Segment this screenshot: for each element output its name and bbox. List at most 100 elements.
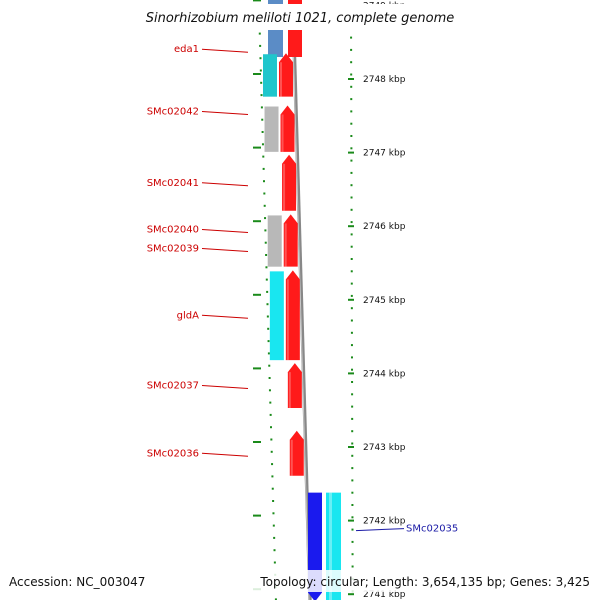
axis-tick-label: 2741 kbp [363, 590, 406, 600]
minor-tick [274, 598, 277, 600]
gene-label-glda[interactable]: gldA [177, 310, 199, 321]
label-leader [201, 48, 249, 53]
minor-tick [270, 426, 273, 429]
minor-tick [271, 463, 274, 466]
map-title: Sinorhizobium meliloti 1021, complete ge… [146, 11, 455, 26]
minor-tick [272, 500, 275, 502]
minor-tick [351, 491, 354, 494]
minor-tick [350, 233, 353, 236]
minor-tick [259, 44, 262, 47]
minor-tick [351, 479, 354, 482]
minor-tick [350, 73, 353, 76]
minor-tick [259, 69, 262, 72]
minor-tick [350, 110, 353, 113]
minor-tick [259, 57, 262, 60]
minor-tick [267, 352, 270, 355]
minor-tick [350, 282, 353, 285]
gene-label-smc02037[interactable]: SMc02037 [147, 381, 199, 392]
minor-tick [268, 377, 271, 379]
minor-tick [351, 565, 354, 568]
minor-tick [350, 331, 353, 334]
gene-labels: eda1 SMc02042 SMc02041 SMc02040 SMc02039 gldA… [147, 44, 459, 534]
minor-tick [351, 430, 354, 433]
minor-tick [265, 266, 268, 269]
label-leader [201, 248, 249, 253]
minor-tick [271, 475, 274, 478]
minor-tick [350, 98, 353, 101]
minor-tick [351, 540, 354, 543]
cds-arrow [282, 154, 297, 211]
minor-tick [266, 303, 269, 306]
gene-label-smc02036[interactable]: SMc02036 [147, 448, 199, 459]
label-leader [201, 385, 249, 390]
minor-tick [351, 528, 354, 531]
minor-tick [273, 549, 276, 552]
label-leader [355, 528, 405, 532]
minor-tick [351, 417, 354, 420]
companion-shade [329, 492, 332, 600]
genome-backbone [291, 0, 312, 600]
cds-arrow [280, 105, 295, 152]
minor-tick [350, 36, 353, 39]
minor-tick [264, 229, 267, 232]
minor-tick [350, 221, 353, 224]
cds-arrow [283, 214, 298, 267]
minor-tick [351, 405, 354, 408]
minor-tick [351, 454, 354, 457]
title-backdrop [130, 4, 470, 30]
minor-tick [270, 438, 273, 441]
minor-tick [269, 413, 272, 416]
minor-tick [260, 81, 263, 84]
gene-label-smc02039[interactable]: SMc02039 [147, 244, 199, 255]
cds-arrow [278, 53, 293, 97]
minor-tick [350, 85, 353, 88]
axis-tick-label: 2747 kbp [363, 149, 406, 159]
label-leader [201, 229, 249, 234]
minor-tick [351, 516, 354, 519]
minor-tick [350, 258, 353, 260]
cds-arrow [287, 363, 302, 408]
minor-tick [261, 131, 264, 133]
companion-feature [267, 215, 282, 267]
gene-label-smc02042[interactable]: SMc02042 [147, 106, 199, 117]
label-leader [201, 110, 249, 115]
minor-tick [350, 147, 353, 150]
minor-tick [350, 245, 353, 248]
minor-tick [350, 135, 353, 137]
minor-tick [262, 180, 265, 183]
minor-ticks [258, 8, 354, 600]
minor-tick [258, 32, 261, 35]
minor-tick [262, 155, 265, 158]
backbone-line [291, 0, 312, 600]
minor-tick [350, 61, 353, 64]
axis-tick-label: 2746 kbp [363, 222, 406, 232]
axis-tick-label: 2748 kbp [363, 75, 406, 85]
label-leader [201, 182, 249, 187]
backbone-highlight [291, 0, 310, 600]
axis-tick-label: 2745 kbp [363, 296, 406, 306]
gene-label-smc02035[interactable]: SMc02035 [406, 524, 458, 535]
minor-tick [270, 450, 273, 453]
minor-tick [264, 241, 267, 244]
minor-tick [350, 196, 353, 199]
minor-tick [350, 171, 353, 174]
gene-label-smc02040[interactable]: SMc02040 [147, 225, 199, 236]
minor-tick [266, 315, 269, 318]
minor-tick [260, 106, 263, 109]
minor-tick [351, 381, 354, 383]
minor-tick [351, 504, 354, 506]
minor-tick [265, 278, 268, 281]
minor-tick [272, 512, 275, 515]
minor-tick [265, 254, 268, 256]
axis-tick-label: 2742 kbp [363, 517, 406, 527]
minor-tick [268, 364, 271, 367]
minor-tick [273, 536, 276, 539]
minor-tick [350, 356, 353, 359]
label-leader [201, 452, 249, 457]
gene-label-eda1[interactable]: eda1 [174, 44, 199, 55]
gene-label-smc02041[interactable]: SMc02041 [147, 178, 199, 189]
minor-tick [261, 143, 264, 146]
minor-tick [350, 307, 353, 310]
footer-backdrop [0, 570, 600, 592]
minor-tick [350, 294, 353, 297]
